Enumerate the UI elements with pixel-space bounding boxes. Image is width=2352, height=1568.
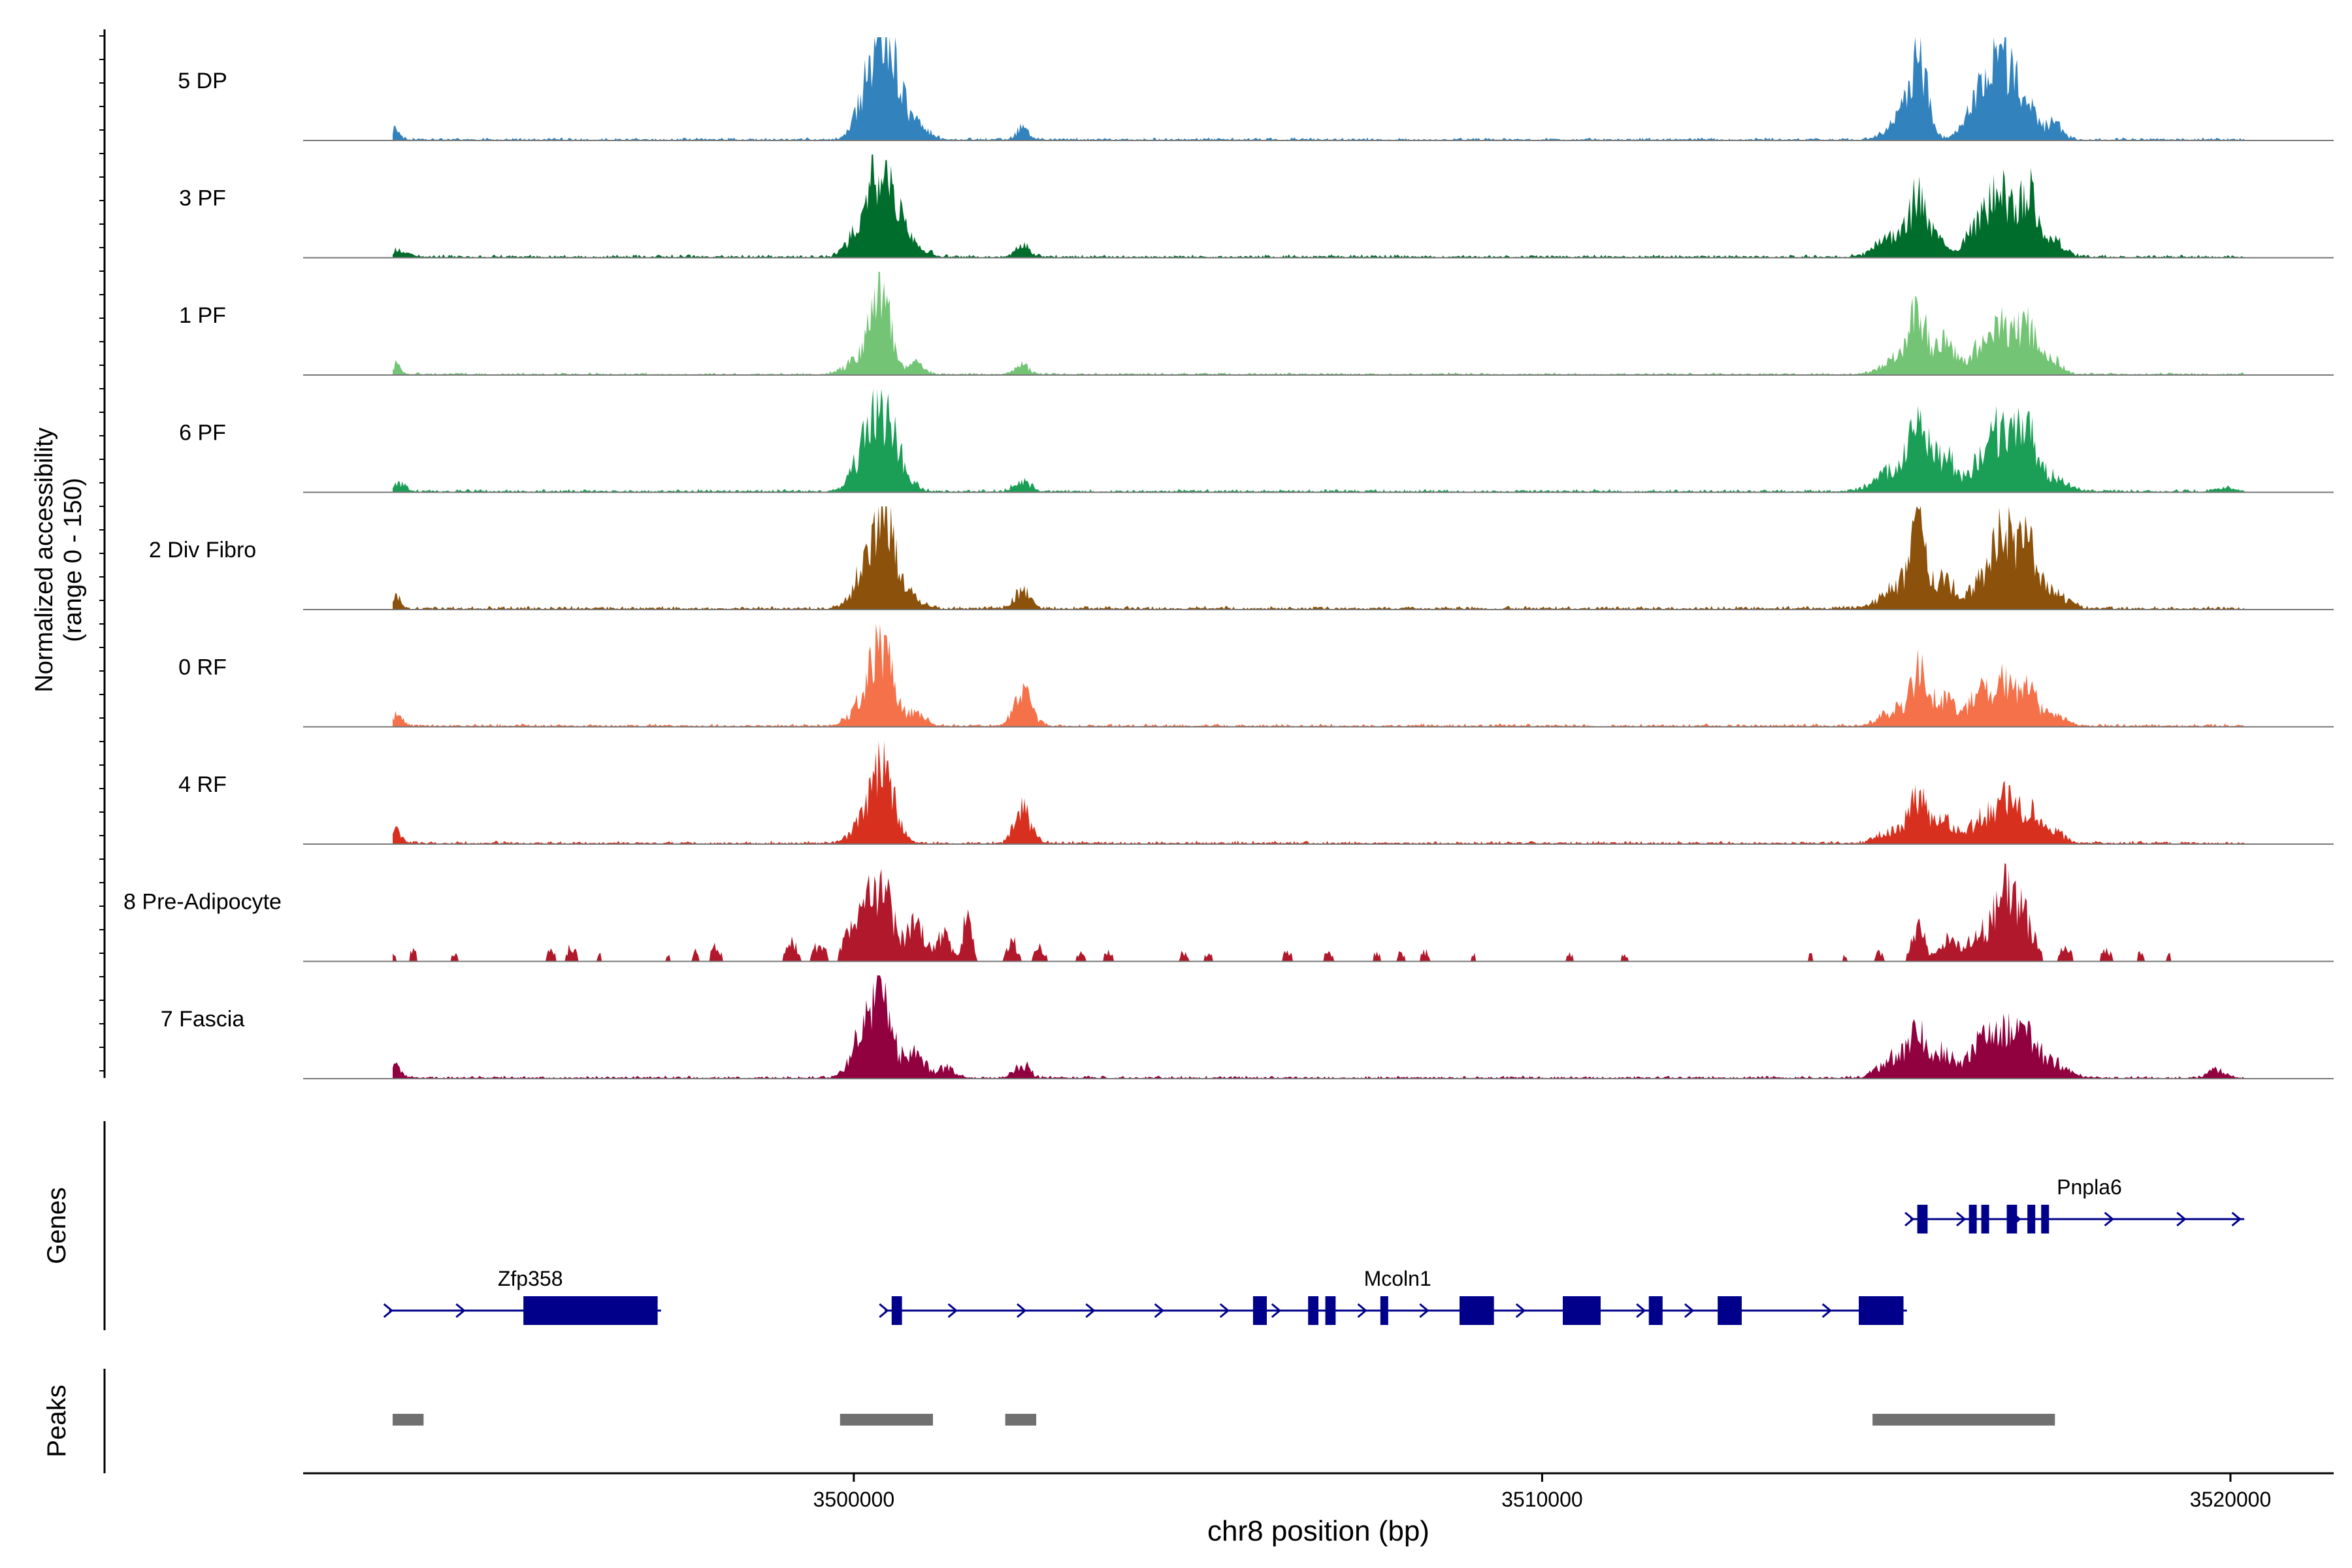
track-label: 6 PF — [179, 421, 226, 446]
x-axis-label: chr8 position (bp) — [1207, 1515, 1429, 1547]
x-tick-label: 3510000 — [1501, 1488, 1583, 1511]
gene-exon — [1859, 1296, 1904, 1325]
x-tick-label: 3500000 — [813, 1488, 895, 1511]
gene-exon — [1981, 1205, 1989, 1233]
gene-exon — [1648, 1296, 1663, 1325]
gene-exon — [2041, 1205, 2050, 1233]
track-label: 1 PF — [179, 303, 226, 328]
coverage-area — [393, 37, 2244, 140]
track-0-rf: 0 RF — [178, 623, 2334, 728]
track-5-dp: 5 DP — [178, 37, 2334, 141]
strand-arrow — [1419, 1303, 1429, 1318]
gene-annotations: Zfp358 Mcoln1 Pnpla6 — [383, 1175, 2245, 1325]
strand-arrow — [383, 1303, 394, 1318]
coverage-area — [393, 272, 2244, 375]
peaks-panel: Peaks — [42, 1369, 2055, 1473]
strand-arrow — [947, 1303, 958, 1318]
gene-label: Mcoln1 — [1364, 1267, 1431, 1290]
strand-arrow — [879, 1303, 889, 1318]
gene-exon — [523, 1296, 658, 1325]
strand-arrow — [2176, 1211, 2187, 1227]
gene-label: Zfp358 — [498, 1267, 563, 1290]
strand-arrow — [2011, 1211, 2021, 1227]
coverage-area — [393, 741, 2244, 844]
strand-arrow — [1219, 1303, 1230, 1318]
gene-exon — [2006, 1205, 2017, 1233]
strand-arrow — [2104, 1211, 2114, 1227]
strand-arrow — [1017, 1303, 1027, 1318]
track-label: 5 DP — [178, 69, 227, 93]
strand-arrow — [1684, 1303, 1695, 1318]
track-7-fascia: 7 Fascia — [161, 975, 2334, 1079]
coverage-panel: Normalized accessibility (range 0 - 150)… — [31, 29, 2334, 1079]
coverage-area — [393, 975, 2244, 1079]
strand-arrow — [1956, 1211, 1967, 1227]
gene-exon — [1563, 1296, 1601, 1325]
track-2-div-fibro: 2 Div Fibro — [149, 506, 2334, 610]
track-8-pre-adipocyte: 8 Pre-Adipocyte — [123, 863, 2334, 962]
x-tick-label: 3520000 — [2190, 1488, 2272, 1511]
gene-mcoln1: Mcoln1 — [879, 1267, 1907, 1325]
y-axis-label: Normalized accessibility — [31, 427, 58, 692]
strand-arrow — [1515, 1303, 1526, 1318]
accessibility-tracks: 5 DP 3 PF 1 PF 6 PF 2 Div Fibro 0 RF 4 RF 8 Pre… — [123, 37, 2334, 1079]
peaks-panel-label: Peaks — [42, 1384, 71, 1457]
gene-exon — [1718, 1296, 1742, 1325]
strand-arrow — [1271, 1303, 1282, 1318]
gene-pnpla6: Pnpla6 — [1904, 1175, 2245, 1233]
gene-exon — [1252, 1296, 1267, 1325]
gene-exon — [1917, 1205, 1928, 1233]
track-1-pf: 1 PF — [179, 272, 2334, 376]
strand-arrow — [455, 1303, 466, 1318]
gene-exon — [891, 1296, 902, 1325]
strand-arrow — [1821, 1303, 1832, 1318]
strand-arrow — [1357, 1303, 1367, 1318]
peak-region — [1005, 1414, 1037, 1426]
strand-arrow — [1904, 1211, 1915, 1227]
gene-label: Pnpla6 — [2057, 1175, 2122, 1199]
gene-zfp358: Zfp358 — [383, 1267, 661, 1325]
peak-regions — [392, 1414, 2055, 1426]
strand-arrow — [1636, 1303, 1646, 1318]
track-label: 8 Pre-Adipocyte — [123, 890, 282, 915]
peak-region — [1872, 1414, 2055, 1426]
genes-panel-label: Genes — [42, 1187, 71, 1264]
coverage-area — [393, 863, 2244, 962]
peak-region — [392, 1414, 424, 1426]
track-label: 4 RF — [178, 772, 227, 797]
coverage-area — [393, 623, 2244, 727]
strand-arrow — [2231, 1211, 2242, 1227]
track-6-pf: 6 PF — [179, 389, 2334, 493]
gene-exon — [1459, 1296, 1494, 1325]
gene-exon — [1380, 1296, 1388, 1325]
peak-region — [840, 1414, 934, 1426]
coverage-area — [393, 154, 2244, 258]
y-axis-range-label: (range 0 - 150) — [59, 478, 87, 642]
gene-exon — [2027, 1205, 2036, 1233]
gene-exon — [1968, 1205, 1977, 1233]
strand-arrow — [1154, 1303, 1165, 1318]
track-3-pf: 3 PF — [179, 154, 2334, 259]
genes-panel: Genes Zfp358 Mcoln1 Pnpla6 — [42, 1121, 2245, 1330]
x-axis: 3500000 3510000 3520000 chr8 position (bp) — [303, 1472, 2334, 1547]
x-ticks: 3500000 3510000 3520000 — [813, 1473, 2272, 1511]
coverage-area — [393, 506, 2244, 610]
track-label: 7 Fascia — [161, 1007, 245, 1032]
gene-exon — [1308, 1296, 1318, 1325]
track-4-rf: 4 RF — [178, 741, 2334, 845]
strand-arrow — [1085, 1303, 1096, 1318]
track-label: 2 Div Fibro — [149, 538, 256, 563]
gene-exon — [1325, 1296, 1336, 1325]
track-label: 0 RF — [178, 655, 227, 680]
y-minor-ticks — [99, 35, 105, 1071]
coverage-area — [393, 389, 2244, 493]
track-label: 3 PF — [179, 186, 226, 211]
